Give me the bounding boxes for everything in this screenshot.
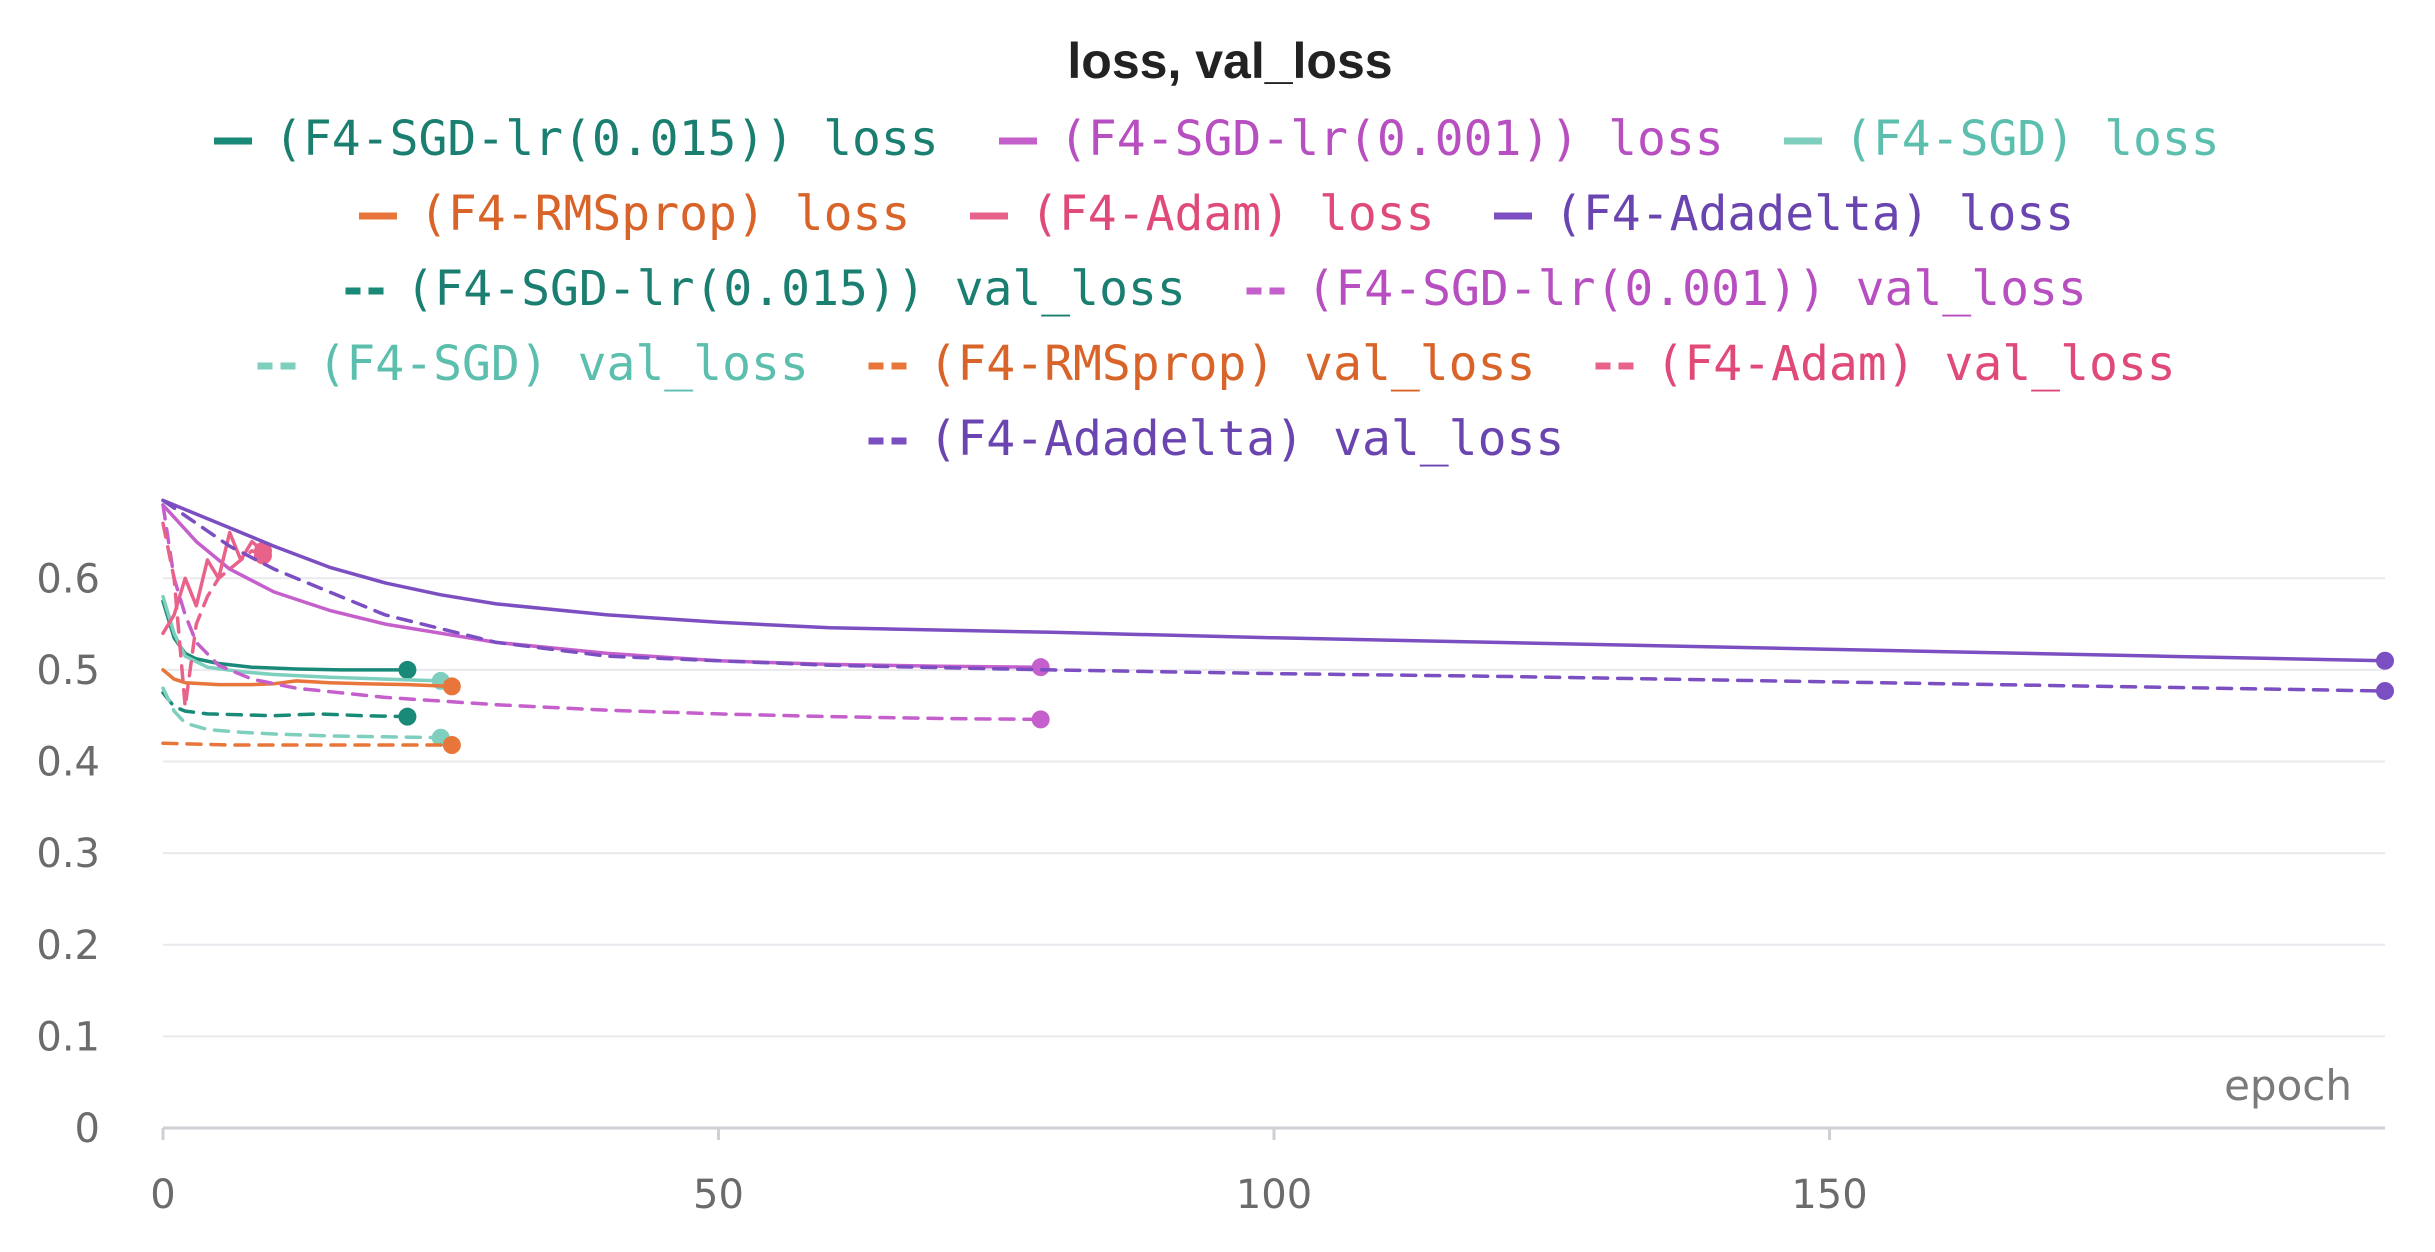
- series-line-7: [161, 691, 410, 719]
- series-end-point-11: [253, 546, 272, 565]
- series-line-2: [161, 503, 1043, 669]
- legend-item-5[interactable]: (F4-Adam) loss: [970, 186, 1435, 242]
- series-end-point-6: [2376, 651, 2394, 670]
- series-end-point-2: [1031, 658, 1050, 677]
- series-end-point-10: [442, 736, 461, 755]
- series-end-point-8: [1031, 710, 1050, 729]
- legend-label: (F4-RMSprop) val_loss: [929, 336, 1536, 392]
- series-line-4: [161, 668, 454, 689]
- grid: [163, 577, 2385, 1038]
- series-end-point-12: [2376, 681, 2394, 700]
- series-line-11: [161, 521, 265, 709]
- legend: (F4-SGD-lr(0.015)) loss (F4-SGD-lr(0.001)…: [214, 111, 2220, 467]
- series-group: [161, 498, 2394, 755]
- legend-label: (F4-Adadelta) loss: [1554, 186, 2074, 242]
- y-tick-label: 0.3: [36, 831, 100, 877]
- x-tick-label: 150: [1791, 1172, 1867, 1218]
- series-line-3: [161, 594, 443, 683]
- legend-label: (F4-RMSprop) loss: [419, 186, 910, 242]
- x-axis-title: epoch: [2224, 1061, 2352, 1110]
- legend-item-2[interactable]: (F4-SGD-lr(0.001)) loss: [999, 111, 1724, 167]
- x-tick-label: 100: [1236, 1172, 1312, 1218]
- legend-item-1[interactable]: (F4-SGD-lr(0.015)) loss: [214, 111, 939, 167]
- legend-label: (F4-SGD-lr(0.001)) val_loss: [1307, 261, 2087, 317]
- y-tick-label: 0.2: [36, 923, 100, 969]
- legend-item-11[interactable]: (F4-Adam) val_loss: [1595, 336, 2176, 392]
- legend-label: (F4-Adadelta) val_loss: [929, 411, 1565, 467]
- legend-label: (F4-SGD-lr(0.015)) val_loss: [406, 261, 1186, 317]
- legend-label: (F4-SGD) val_loss: [318, 336, 809, 392]
- x-axis: 0 50 100 150: [150, 1126, 2385, 1218]
- series-line-8: [161, 503, 1043, 722]
- legend-label: (F4-Adam) loss: [1030, 186, 1435, 242]
- series-line-6: [161, 498, 2387, 663]
- y-axis: 0 0.1 0.2 0.3 0.4 0.5 0.6: [36, 556, 100, 1152]
- y-tick-label: 0.6: [36, 556, 100, 602]
- legend-item-3[interactable]: (F4-SGD) loss: [1784, 111, 2220, 167]
- legend-item-10[interactable]: (F4-RMSprop) val_loss: [868, 336, 1536, 392]
- legend-item-9[interactable]: (F4-SGD) val_loss: [257, 336, 809, 392]
- series-end-point-4: [442, 677, 461, 696]
- y-tick-label: 0.5: [36, 648, 100, 694]
- legend-label: (F4-SGD) loss: [1844, 111, 2220, 167]
- legend-label: (F4-SGD-lr(0.015)) loss: [274, 111, 939, 167]
- series-line-5: [161, 530, 265, 636]
- x-tick-label: 0: [150, 1172, 175, 1218]
- series-line-1: [161, 599, 410, 672]
- y-tick-label: 0.4: [36, 740, 100, 786]
- series-line-10: [161, 741, 454, 747]
- legend-item-4[interactable]: (F4-RMSprop) loss: [359, 186, 910, 242]
- legend-item-7[interactable]: (F4-SGD-lr(0.015)) val_loss: [345, 261, 1186, 317]
- chart-title: loss, val_loss: [1067, 33, 1392, 89]
- x-tick-label: 50: [693, 1172, 744, 1218]
- legend-item-6[interactable]: (F4-Adadelta) loss: [1494, 186, 2074, 242]
- series-line-12: [161, 498, 2387, 693]
- legend-label: (F4-Adam) val_loss: [1656, 336, 2176, 392]
- legend-item-8[interactable]: (F4-SGD-lr(0.001)) val_loss: [1246, 261, 2087, 317]
- series-end-point-7: [398, 707, 417, 726]
- series-end-point-1: [398, 660, 417, 679]
- series-line-9: [161, 686, 443, 740]
- y-tick-label: 0: [75, 1106, 100, 1152]
- legend-item-12[interactable]: (F4-Adadelta) val_loss: [868, 411, 1565, 467]
- legend-label: (F4-SGD-lr(0.001)) loss: [1059, 111, 1724, 167]
- y-tick-label: 0.1: [36, 1014, 100, 1060]
